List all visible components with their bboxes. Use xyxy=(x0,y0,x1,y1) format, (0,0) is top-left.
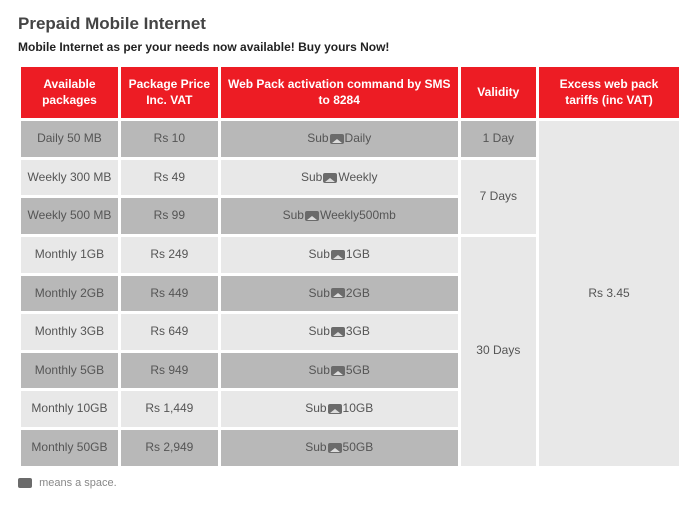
space-icon xyxy=(331,327,345,337)
space-icon xyxy=(330,134,344,144)
cell-price: Rs 99 xyxy=(121,198,218,234)
page-subtitle: Mobile Internet as per your needs now av… xyxy=(18,40,682,54)
cell-package: Monthly 1GB xyxy=(21,237,118,273)
col-packages: Available packages xyxy=(21,67,118,118)
cell-price: Rs 49 xyxy=(121,160,218,196)
space-icon xyxy=(331,250,345,260)
cell-package: Weekly 300 MB xyxy=(21,160,118,196)
col-price: Package Price Inc. VAT xyxy=(121,67,218,118)
space-icon xyxy=(328,404,342,414)
cell-price: Rs 449 xyxy=(121,276,218,312)
space-icon xyxy=(18,478,32,488)
cell-price: Rs 949 xyxy=(121,353,218,389)
cell-command: SubWeekly500mb xyxy=(221,198,458,234)
cell-command: Sub5GB xyxy=(221,353,458,389)
cell-command: Sub2GB xyxy=(221,276,458,312)
cell-price: Rs 1,449 xyxy=(121,391,218,427)
cell-command: Sub3GB xyxy=(221,314,458,350)
space-icon xyxy=(323,173,337,183)
cell-package: Weekly 500 MB xyxy=(21,198,118,234)
cell-validity: 1 Day xyxy=(461,121,536,157)
cell-price: Rs 10 xyxy=(121,121,218,157)
cell-package: Monthly 5GB xyxy=(21,353,118,389)
space-icon xyxy=(331,288,345,298)
col-validity: Validity xyxy=(461,67,536,118)
cell-validity: 30 Days xyxy=(461,237,536,466)
cell-command: SubDaily xyxy=(221,121,458,157)
cell-excess: Rs 3.45 xyxy=(539,121,679,465)
cell-command: SubWeekly xyxy=(221,160,458,196)
cell-package: Monthly 2GB xyxy=(21,276,118,312)
cell-package: Monthly 10GB xyxy=(21,391,118,427)
table-row: Daily 50 MBRs 10SubDaily1 DayRs 3.45 xyxy=(21,121,679,157)
cell-command: Sub1GB xyxy=(221,237,458,273)
cell-command: Sub50GB xyxy=(221,430,458,466)
col-command: Web Pack activation command by SMS to 82… xyxy=(221,67,458,118)
cell-command: Sub10GB xyxy=(221,391,458,427)
cell-price: Rs 249 xyxy=(121,237,218,273)
footnote: means a space. xyxy=(18,477,682,489)
space-icon xyxy=(331,366,345,376)
space-icon xyxy=(305,211,319,221)
col-excess: Excess web pack tariffs (inc VAT) xyxy=(539,67,679,118)
packages-table: Available packages Package Price Inc. VA… xyxy=(18,64,682,469)
cell-package: Monthly 3GB xyxy=(21,314,118,350)
table-header-row: Available packages Package Price Inc. VA… xyxy=(21,67,679,118)
page-title: Prepaid Mobile Internet xyxy=(18,14,682,34)
cell-price: Rs 2,949 xyxy=(121,430,218,466)
cell-package: Daily 50 MB xyxy=(21,121,118,157)
cell-package: Monthly 50GB xyxy=(21,430,118,466)
footnote-text: means a space. xyxy=(39,477,117,489)
space-icon xyxy=(328,443,342,453)
cell-price: Rs 649 xyxy=(121,314,218,350)
cell-validity: 7 Days xyxy=(461,160,536,234)
